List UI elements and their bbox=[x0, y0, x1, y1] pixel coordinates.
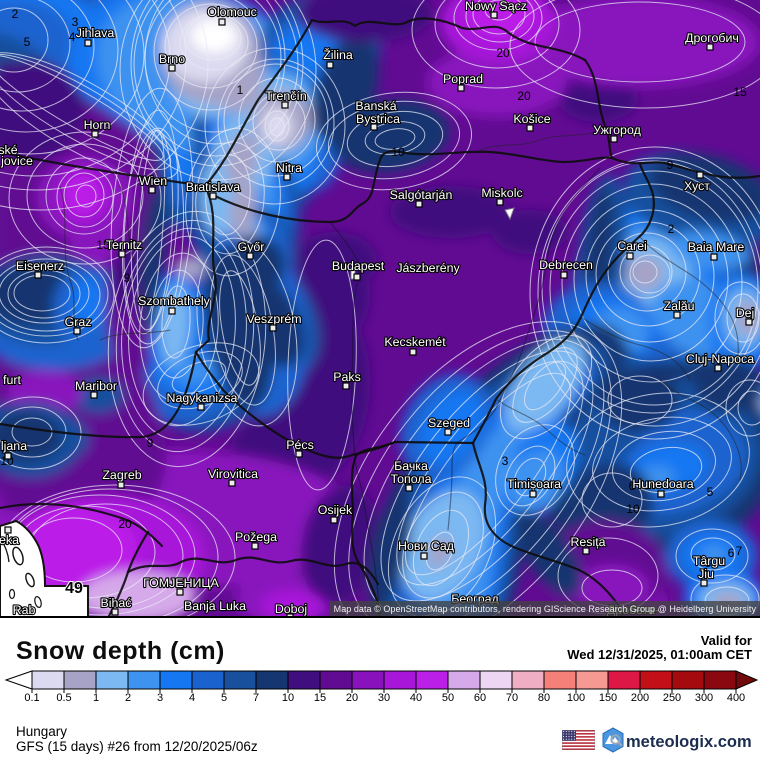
svg-text:20: 20 bbox=[118, 517, 132, 531]
svg-text:Žilina: Žilina bbox=[323, 48, 353, 62]
svg-text:Eisenerz: Eisenerz bbox=[16, 259, 64, 273]
svg-text:Pécs: Pécs bbox=[286, 438, 314, 452]
svg-text:Maribor: Maribor bbox=[75, 379, 117, 393]
svg-text:Бачка: Бачка bbox=[394, 459, 428, 473]
svg-text:jovice: jovice bbox=[0, 154, 33, 168]
svg-text:Jászberény: Jászberény bbox=[396, 261, 460, 275]
svg-text:Salgótarján: Salgótarján bbox=[390, 188, 453, 202]
svg-text:Ужгород: Ужгород bbox=[593, 123, 641, 137]
svg-text:Rab: Rab bbox=[13, 603, 36, 617]
svg-text:6: 6 bbox=[629, 479, 636, 493]
svg-text:Хуст: Хуст bbox=[684, 179, 710, 193]
svg-text:ské: ské bbox=[0, 143, 18, 157]
svg-text:Bystrica: Bystrica bbox=[356, 112, 400, 126]
svg-text:Győr: Győr bbox=[238, 240, 265, 254]
svg-text:6: 6 bbox=[728, 546, 735, 560]
svg-text:Nagykanizsa: Nagykanizsa bbox=[167, 391, 238, 405]
svg-text:Horn: Horn bbox=[84, 118, 111, 132]
svg-text:Miskolc: Miskolc bbox=[481, 186, 522, 200]
svg-text:furt: furt bbox=[3, 373, 21, 387]
svg-text:2: 2 bbox=[668, 222, 675, 236]
svg-text:Baia Mare: Baia Mare bbox=[688, 240, 745, 254]
svg-text:Târgu: Târgu bbox=[693, 554, 725, 568]
svg-text:meteologix.com: meteologix.com bbox=[626, 733, 752, 751]
svg-text:15: 15 bbox=[733, 85, 747, 99]
svg-text:Szombathely: Szombathely bbox=[138, 294, 210, 308]
svg-text:Nitra: Nitra bbox=[276, 161, 302, 175]
svg-text:Veszprém: Veszprém bbox=[246, 312, 301, 326]
svg-text:Osijek: Osijek bbox=[318, 503, 353, 517]
svg-text:Bratislava: Bratislava bbox=[186, 180, 241, 194]
svg-text:10: 10 bbox=[391, 145, 405, 159]
svg-text:15: 15 bbox=[96, 238, 110, 252]
svg-text:Timișoara: Timișoara bbox=[507, 477, 561, 491]
svg-text:Košice: Košice bbox=[513, 112, 550, 126]
svg-text:Banská: Banská bbox=[355, 99, 396, 113]
svg-text:Debrecen: Debrecen bbox=[539, 258, 593, 272]
svg-text:Resița: Resița bbox=[570, 535, 605, 549]
svg-text:Zagreb: Zagreb bbox=[102, 468, 141, 482]
svg-text:5: 5 bbox=[707, 485, 714, 499]
svg-text:9: 9 bbox=[667, 158, 674, 172]
svg-text:Cluj-Napoca: Cluj-Napoca bbox=[686, 352, 754, 366]
svg-text:Poprad: Poprad bbox=[443, 72, 483, 86]
svg-text:eka: eka bbox=[0, 533, 19, 547]
svg-text:Топола: Топола bbox=[391, 472, 432, 486]
svg-text:Wien: Wien bbox=[139, 174, 167, 188]
svg-text:9: 9 bbox=[124, 271, 131, 285]
svg-text:Požega: Požega bbox=[235, 530, 277, 544]
svg-text:Virovitica: Virovitica bbox=[208, 467, 258, 481]
svg-text:Kecskemét: Kecskemét bbox=[384, 335, 446, 349]
svg-text:7: 7 bbox=[736, 544, 743, 558]
svg-text:Olomouc: Olomouc bbox=[207, 5, 257, 19]
svg-text:Doboj: Doboj bbox=[275, 602, 307, 616]
svg-text:Dej: Dej bbox=[736, 306, 755, 320]
svg-text:Zalău: Zalău bbox=[664, 299, 695, 313]
svg-text:Ternitz: Ternitz bbox=[106, 238, 143, 252]
svg-text:Brno: Brno bbox=[159, 52, 185, 66]
svg-text:Hunedoara: Hunedoara bbox=[632, 477, 693, 491]
svg-text:20: 20 bbox=[517, 89, 531, 103]
svg-text:Дрогобич: Дрогобич bbox=[685, 31, 739, 45]
svg-text:2: 2 bbox=[12, 7, 19, 21]
svg-text:Nowy Sącz: Nowy Sącz bbox=[465, 0, 527, 13]
svg-text:49: 49 bbox=[65, 580, 83, 597]
svg-text:Paks: Paks bbox=[333, 370, 361, 384]
svg-text:ljana: ljana bbox=[1, 439, 27, 453]
svg-text:ГОМЈЕНИЦА: ГОМЈЕНИЦА bbox=[143, 576, 219, 590]
svg-text:10: 10 bbox=[626, 502, 640, 516]
svg-text:9: 9 bbox=[147, 436, 154, 450]
svg-text:Jihlava: Jihlava bbox=[76, 26, 115, 40]
svg-text:Jiu: Jiu bbox=[698, 567, 714, 581]
svg-text:Graz: Graz bbox=[65, 315, 92, 329]
svg-text:Banja Luka: Banja Luka bbox=[184, 599, 246, 613]
svg-text:3: 3 bbox=[502, 454, 509, 468]
svg-text:5: 5 bbox=[24, 35, 31, 49]
svg-text:1: 1 bbox=[237, 83, 244, 97]
svg-text:Trenčín: Trenčín bbox=[265, 89, 307, 103]
svg-text:5: 5 bbox=[705, 556, 712, 570]
svg-text:Szeged: Szeged bbox=[428, 416, 470, 430]
svg-text:Нови Сад: Нови Сад bbox=[398, 539, 455, 553]
svg-text:Carei: Carei bbox=[617, 239, 647, 253]
svg-text:20: 20 bbox=[496, 46, 510, 60]
svg-text:Bihać: Bihać bbox=[101, 596, 132, 610]
svg-text:3: 3 bbox=[72, 15, 79, 29]
svg-text:Budapest: Budapest bbox=[332, 259, 385, 273]
svg-text:4: 4 bbox=[69, 30, 76, 44]
